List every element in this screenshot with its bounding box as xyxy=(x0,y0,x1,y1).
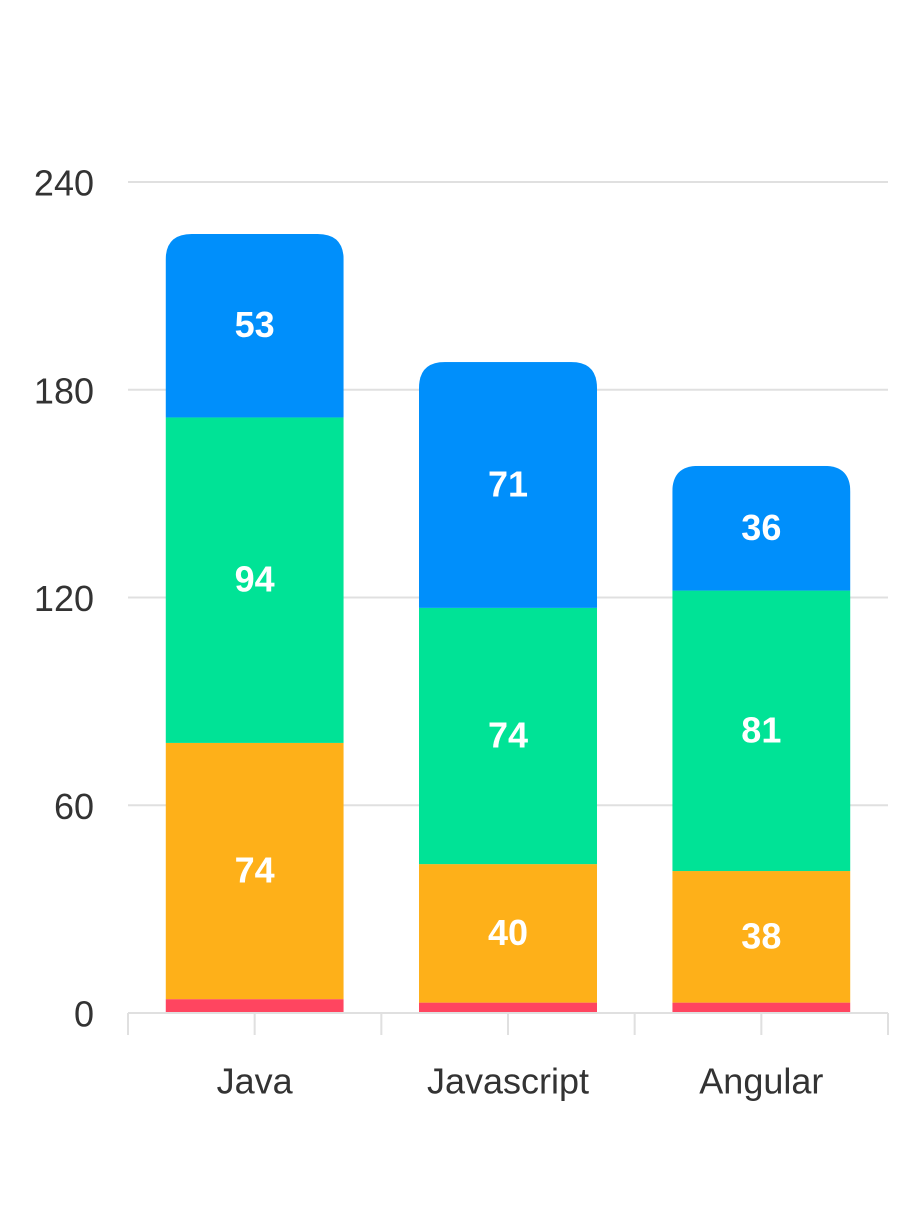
bars xyxy=(165,233,851,1013)
data-label: 94 xyxy=(235,559,275,600)
y-tick-label: 120 xyxy=(34,578,94,619)
x-axis xyxy=(127,1012,889,1035)
y-tick-label: 0 xyxy=(74,994,94,1035)
bar-segment xyxy=(165,233,344,418)
bar-segment xyxy=(419,864,597,1003)
bar-segment xyxy=(672,1002,851,1013)
x-tick-label: Angular xyxy=(699,1061,823,1102)
bar-stack-java xyxy=(165,233,344,1013)
data-label: 38 xyxy=(741,915,781,956)
bar-segment xyxy=(165,417,344,743)
data-label: 71 xyxy=(488,463,528,504)
y-tick-label: 60 xyxy=(54,786,94,827)
y-axis-ticks: 0 60 120 180 240 xyxy=(34,163,94,1035)
bar-stack-javascript xyxy=(419,362,597,1013)
y-tick-label: 180 xyxy=(34,370,94,411)
data-label: 74 xyxy=(488,715,528,756)
y-tick-label: 240 xyxy=(34,163,94,204)
bar-segment xyxy=(165,999,344,1013)
bar-segment xyxy=(419,1002,597,1013)
data-label: 53 xyxy=(235,304,275,345)
x-axis-ticks: Java Javascript Angular xyxy=(217,1061,824,1102)
x-tick-label: Java xyxy=(217,1061,294,1102)
bar-stack-angular xyxy=(672,465,851,1013)
bar-segment xyxy=(672,871,851,1003)
bar-segment xyxy=(672,590,851,872)
x-tick-label: Javascript xyxy=(427,1061,589,1102)
data-label: 74 xyxy=(235,850,275,891)
bar-segment xyxy=(419,607,597,865)
data-label: 36 xyxy=(741,507,781,548)
data-label: 40 xyxy=(488,912,528,953)
bar-segment xyxy=(419,362,597,608)
bar-segment xyxy=(672,465,851,591)
data-labels: 74 94 53 40 74 71 38 81 36 xyxy=(235,304,782,956)
data-label: 81 xyxy=(741,709,781,750)
bar-segment xyxy=(165,742,344,1000)
